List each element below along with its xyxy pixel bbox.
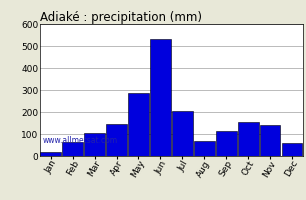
Bar [238,122,259,156]
Bar [62,142,83,156]
Text: www.allmetsat.com: www.allmetsat.com [43,136,118,145]
Bar [282,143,302,156]
Bar [40,152,61,156]
Bar [128,93,149,156]
Bar [172,111,193,156]
Bar [194,141,215,156]
Bar [259,125,281,156]
Bar [216,131,237,156]
Bar [84,133,105,156]
Bar [150,39,171,156]
Text: Adiaké : precipitation (mm): Adiaké : precipitation (mm) [40,11,202,24]
Bar [106,124,127,156]
